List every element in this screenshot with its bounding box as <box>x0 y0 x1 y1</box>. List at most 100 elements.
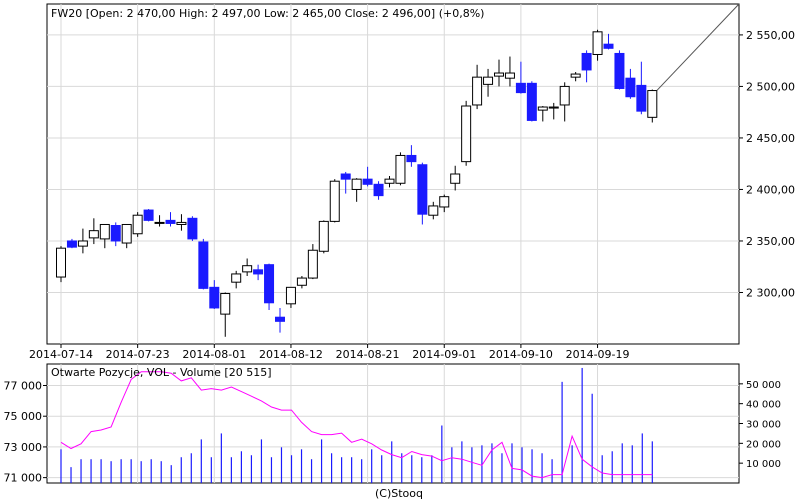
candle-body <box>220 293 231 315</box>
candle <box>581 50 592 83</box>
candle <box>625 68 636 99</box>
candle <box>253 264 264 281</box>
candle-body <box>581 52 592 71</box>
candle-body <box>56 247 66 278</box>
price-y-tick-label: 2 300,00 <box>746 286 795 299</box>
candle-body <box>526 82 537 121</box>
price-y-tick-label: 2 550,00 <box>746 29 795 42</box>
date-x-tick-label: 2014-08-21 <box>336 348 400 361</box>
candle <box>329 179 340 223</box>
candle <box>395 152 406 186</box>
footer-credit: (C)Stooq <box>375 487 423 500</box>
candle <box>461 100 472 166</box>
candle-body <box>504 72 515 79</box>
candle-body <box>384 178 395 184</box>
candle <box>143 209 154 222</box>
candle-body <box>242 265 253 273</box>
candle-body <box>143 209 154 221</box>
candle-body <box>121 223 132 244</box>
volume-tick-label: 10 000 <box>746 459 781 470</box>
candle <box>362 166 373 187</box>
candle-body <box>428 205 439 216</box>
price-chart-title: FW20 [Open: 2 470,00 High: 2 497,00 Low:… <box>51 7 484 20</box>
candle-body <box>559 85 570 106</box>
candle-body <box>132 214 143 235</box>
date-x-axis: 2014-07-14 2014-07-23 2014-08-01 2014-08-12… <box>29 344 630 361</box>
candle <box>154 215 165 227</box>
date-x-tick-label: 2014-07-14 <box>29 348 93 361</box>
candle-body <box>99 223 110 240</box>
candle <box>296 276 307 289</box>
candle-body <box>110 225 121 242</box>
candle-body <box>275 316 285 322</box>
candle-body <box>515 82 526 94</box>
candle <box>132 212 143 237</box>
candle <box>537 106 548 122</box>
candle-body <box>417 164 428 215</box>
candle <box>307 244 318 280</box>
candle-body <box>209 286 220 309</box>
candle <box>417 162 428 225</box>
open-interest-axis: 71 000 73 000 75 000 77 000 <box>4 379 47 485</box>
candle-body <box>592 31 603 55</box>
candle-body <box>450 173 461 184</box>
candle <box>231 270 242 289</box>
price-candles <box>56 29 658 337</box>
candle <box>99 223 110 249</box>
candle-body <box>66 240 77 248</box>
candle <box>264 263 275 310</box>
candle-body <box>154 221 165 224</box>
candle-body <box>603 43 614 49</box>
date-x-tick-label: 2014-08-01 <box>182 348 246 361</box>
candle-body <box>285 286 296 305</box>
open-interest-line <box>60 371 653 479</box>
candle-body <box>165 219 176 224</box>
candle <box>56 246 66 283</box>
candle <box>526 81 537 122</box>
candle-body <box>351 178 362 190</box>
price-panel-frame <box>46 3 740 345</box>
candle-body <box>264 264 275 304</box>
candle <box>504 56 515 87</box>
candle <box>428 201 439 220</box>
date-x-tick-label: 2014-09-01 <box>412 348 476 361</box>
candle-body <box>570 73 581 78</box>
candle <box>242 258 253 276</box>
date-x-tick-label: 2014-08-12 <box>259 348 323 361</box>
date-x-tick-label: 2014-09-19 <box>566 348 630 361</box>
candle <box>406 145 417 167</box>
candle <box>614 50 625 90</box>
candle <box>351 178 362 202</box>
candle <box>77 228 88 254</box>
open-interest-tick-label: 71 000 <box>4 472 43 485</box>
candle <box>275 307 285 333</box>
candle <box>472 64 483 110</box>
price-y-tick-label: 2 350,00 <box>746 235 795 248</box>
open-interest-tick-label: 73 000 <box>4 441 43 454</box>
price-y-axis: 2 300,00 2 350,00 2 400,00 2 450,00 2 500,00… <box>739 29 795 299</box>
candle <box>209 280 220 309</box>
volume-chart-title: Otwarte Pozycje, VOL - Volume [20 515] <box>51 366 272 379</box>
candle-body <box>176 221 187 225</box>
candle-body <box>77 240 88 247</box>
price-y-tick-label: 2 450,00 <box>746 132 795 145</box>
candle <box>384 176 395 188</box>
candle <box>285 286 296 308</box>
candle-body <box>548 106 559 109</box>
candle-body <box>614 52 625 89</box>
price-panel: 2 300,00 2 350,00 2 400,00 2 450,00 2 500,00… <box>29 3 795 361</box>
candle-body <box>625 77 636 98</box>
candle-body <box>253 269 264 275</box>
candle <box>165 212 176 227</box>
candle-body <box>636 84 647 112</box>
open-interest-tick-label: 77 000 <box>4 379 43 392</box>
candle-body <box>231 273 242 283</box>
candle <box>176 214 187 231</box>
candle-body <box>296 277 307 286</box>
candle <box>570 72 581 82</box>
candle <box>603 33 614 50</box>
volume-tick-label: 40 000 <box>746 400 781 411</box>
candle <box>121 223 132 249</box>
candle-body <box>373 183 384 197</box>
candle-body <box>483 76 494 85</box>
